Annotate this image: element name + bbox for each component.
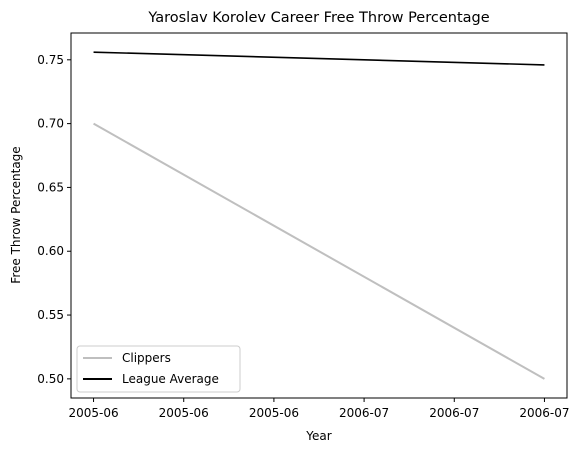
y-tick-label: 0.60	[37, 244, 64, 258]
legend: Clippers League Average	[76, 345, 241, 393]
y-tick-label: 0.55	[37, 308, 64, 322]
legend-label: League Average	[122, 372, 219, 386]
legend-label: Clippers	[122, 351, 171, 365]
y-tick-label: 0.50	[37, 372, 64, 386]
plot-frame	[70, 32, 568, 399]
x-axis-label: Year	[305, 429, 331, 443]
x-tick-label: 2005-06	[68, 406, 118, 420]
series-line-clippers	[93, 122, 545, 380]
y-tick-label: 0.75	[37, 53, 64, 67]
x-axis: 2005-06 2005-06 2005-06 2006-07 2006-07 2006-…	[68, 398, 570, 420]
chart-title: Yaroslav Korolev Career Free Throw Perce…	[147, 10, 489, 26]
y-axis-label: Free Throw Percentage	[9, 146, 23, 283]
series-layer	[93, 51, 545, 380]
x-tick-label: 2006-07	[339, 406, 389, 420]
legend-items: Clippers League Average	[83, 351, 219, 386]
x-tick-label: 2006-07	[519, 406, 569, 420]
y-tick-label: 0.70	[37, 117, 64, 131]
legend-frame	[76, 345, 241, 393]
series-line-league-average	[93, 51, 545, 66]
x-tick-label: 2006-07	[429, 406, 479, 420]
y-axis: 0.50 0.55 0.60 0.65 0.70 0.75	[37, 53, 71, 386]
x-tick-label: 2005-06	[159, 406, 209, 420]
x-tick-label: 2005-06	[249, 406, 299, 420]
y-tick-label: 0.65	[37, 180, 64, 194]
plot-area	[70, 32, 568, 399]
